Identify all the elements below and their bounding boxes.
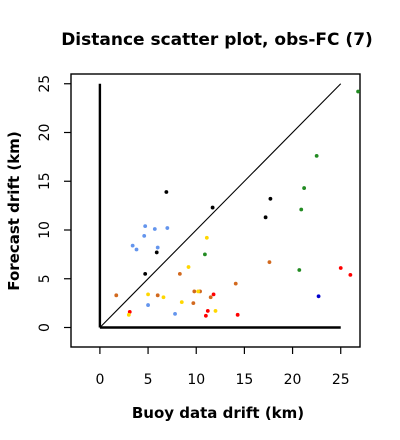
y-tick-label: 15 bbox=[37, 172, 53, 190]
x-tick-label: 15 bbox=[235, 372, 253, 388]
x-tick-label: 0 bbox=[95, 372, 104, 388]
scatter-point bbox=[134, 247, 139, 252]
x-tick-label: 5 bbox=[144, 372, 153, 388]
scatter-point bbox=[297, 268, 302, 272]
scatter-point bbox=[161, 295, 166, 300]
x-tick-label: 25 bbox=[332, 372, 350, 388]
x-tick-label: 10 bbox=[187, 372, 205, 388]
scatter-point bbox=[191, 301, 196, 306]
scatter-point bbox=[302, 186, 307, 190]
scatter-point bbox=[210, 205, 215, 210]
axis-ticks: 0 5 10 15 20 25 0 5 10 15 20 25 bbox=[37, 75, 350, 388]
scatter-point bbox=[173, 311, 177, 316]
scatter-point bbox=[130, 243, 135, 248]
scatter-point bbox=[314, 154, 319, 158]
scatter-point bbox=[152, 227, 157, 231]
scatter-point bbox=[203, 252, 207, 257]
scatter-point bbox=[143, 271, 148, 276]
scatter-point bbox=[203, 313, 208, 318]
scatter-point bbox=[114, 293, 119, 298]
scatter-point bbox=[192, 289, 197, 294]
scatter-point bbox=[154, 250, 159, 255]
scatter-point bbox=[146, 303, 150, 307]
scatter-point bbox=[179, 300, 184, 305]
y-tick-label: 5 bbox=[37, 274, 53, 283]
y-tick-label: 10 bbox=[37, 221, 53, 239]
y-tick-label: 20 bbox=[37, 124, 53, 142]
scatter-point bbox=[146, 292, 150, 297]
scatter-point bbox=[208, 295, 213, 300]
scatter-point bbox=[196, 289, 201, 294]
y-axis-label: Forecast drift (km) bbox=[5, 131, 23, 290]
scatter-point bbox=[338, 266, 343, 270]
scatter-point bbox=[268, 196, 273, 201]
chart-title: Distance scatter plot, obs-FC (7) bbox=[61, 30, 373, 50]
scatter-point bbox=[164, 190, 169, 194]
scatter-point bbox=[348, 272, 353, 277]
reference-line bbox=[99, 83, 342, 328]
x-axis-label: Buoy data drift (km) bbox=[132, 404, 304, 422]
y-tick-label: 0 bbox=[37, 323, 53, 332]
data-points bbox=[114, 89, 360, 318]
x-tick-label: 20 bbox=[284, 372, 302, 388]
scatter-point bbox=[126, 312, 131, 317]
scatter-point bbox=[211, 292, 216, 297]
scatter-point bbox=[356, 89, 360, 94]
scatter-point bbox=[142, 233, 147, 238]
plot-frame bbox=[70, 73, 361, 348]
scatter-point bbox=[205, 309, 210, 313]
scatter-point bbox=[127, 310, 132, 314]
scatter-point bbox=[165, 226, 170, 230]
scatter-point bbox=[213, 309, 218, 313]
scatter-point bbox=[177, 271, 182, 276]
scatter-point bbox=[235, 312, 240, 317]
scatter-point bbox=[155, 293, 160, 298]
scatter-point bbox=[155, 245, 160, 250]
scatter-point bbox=[233, 281, 238, 286]
scatter-point bbox=[143, 224, 148, 229]
scatter-point bbox=[267, 260, 272, 265]
scatter-point bbox=[204, 235, 209, 240]
y-tick-label: 25 bbox=[37, 75, 53, 93]
scatter-point bbox=[263, 215, 268, 220]
scatter-point bbox=[299, 207, 304, 212]
frame-axes bbox=[98, 83, 341, 329]
scatter-point bbox=[316, 294, 321, 299]
scatter-point bbox=[186, 265, 191, 269]
